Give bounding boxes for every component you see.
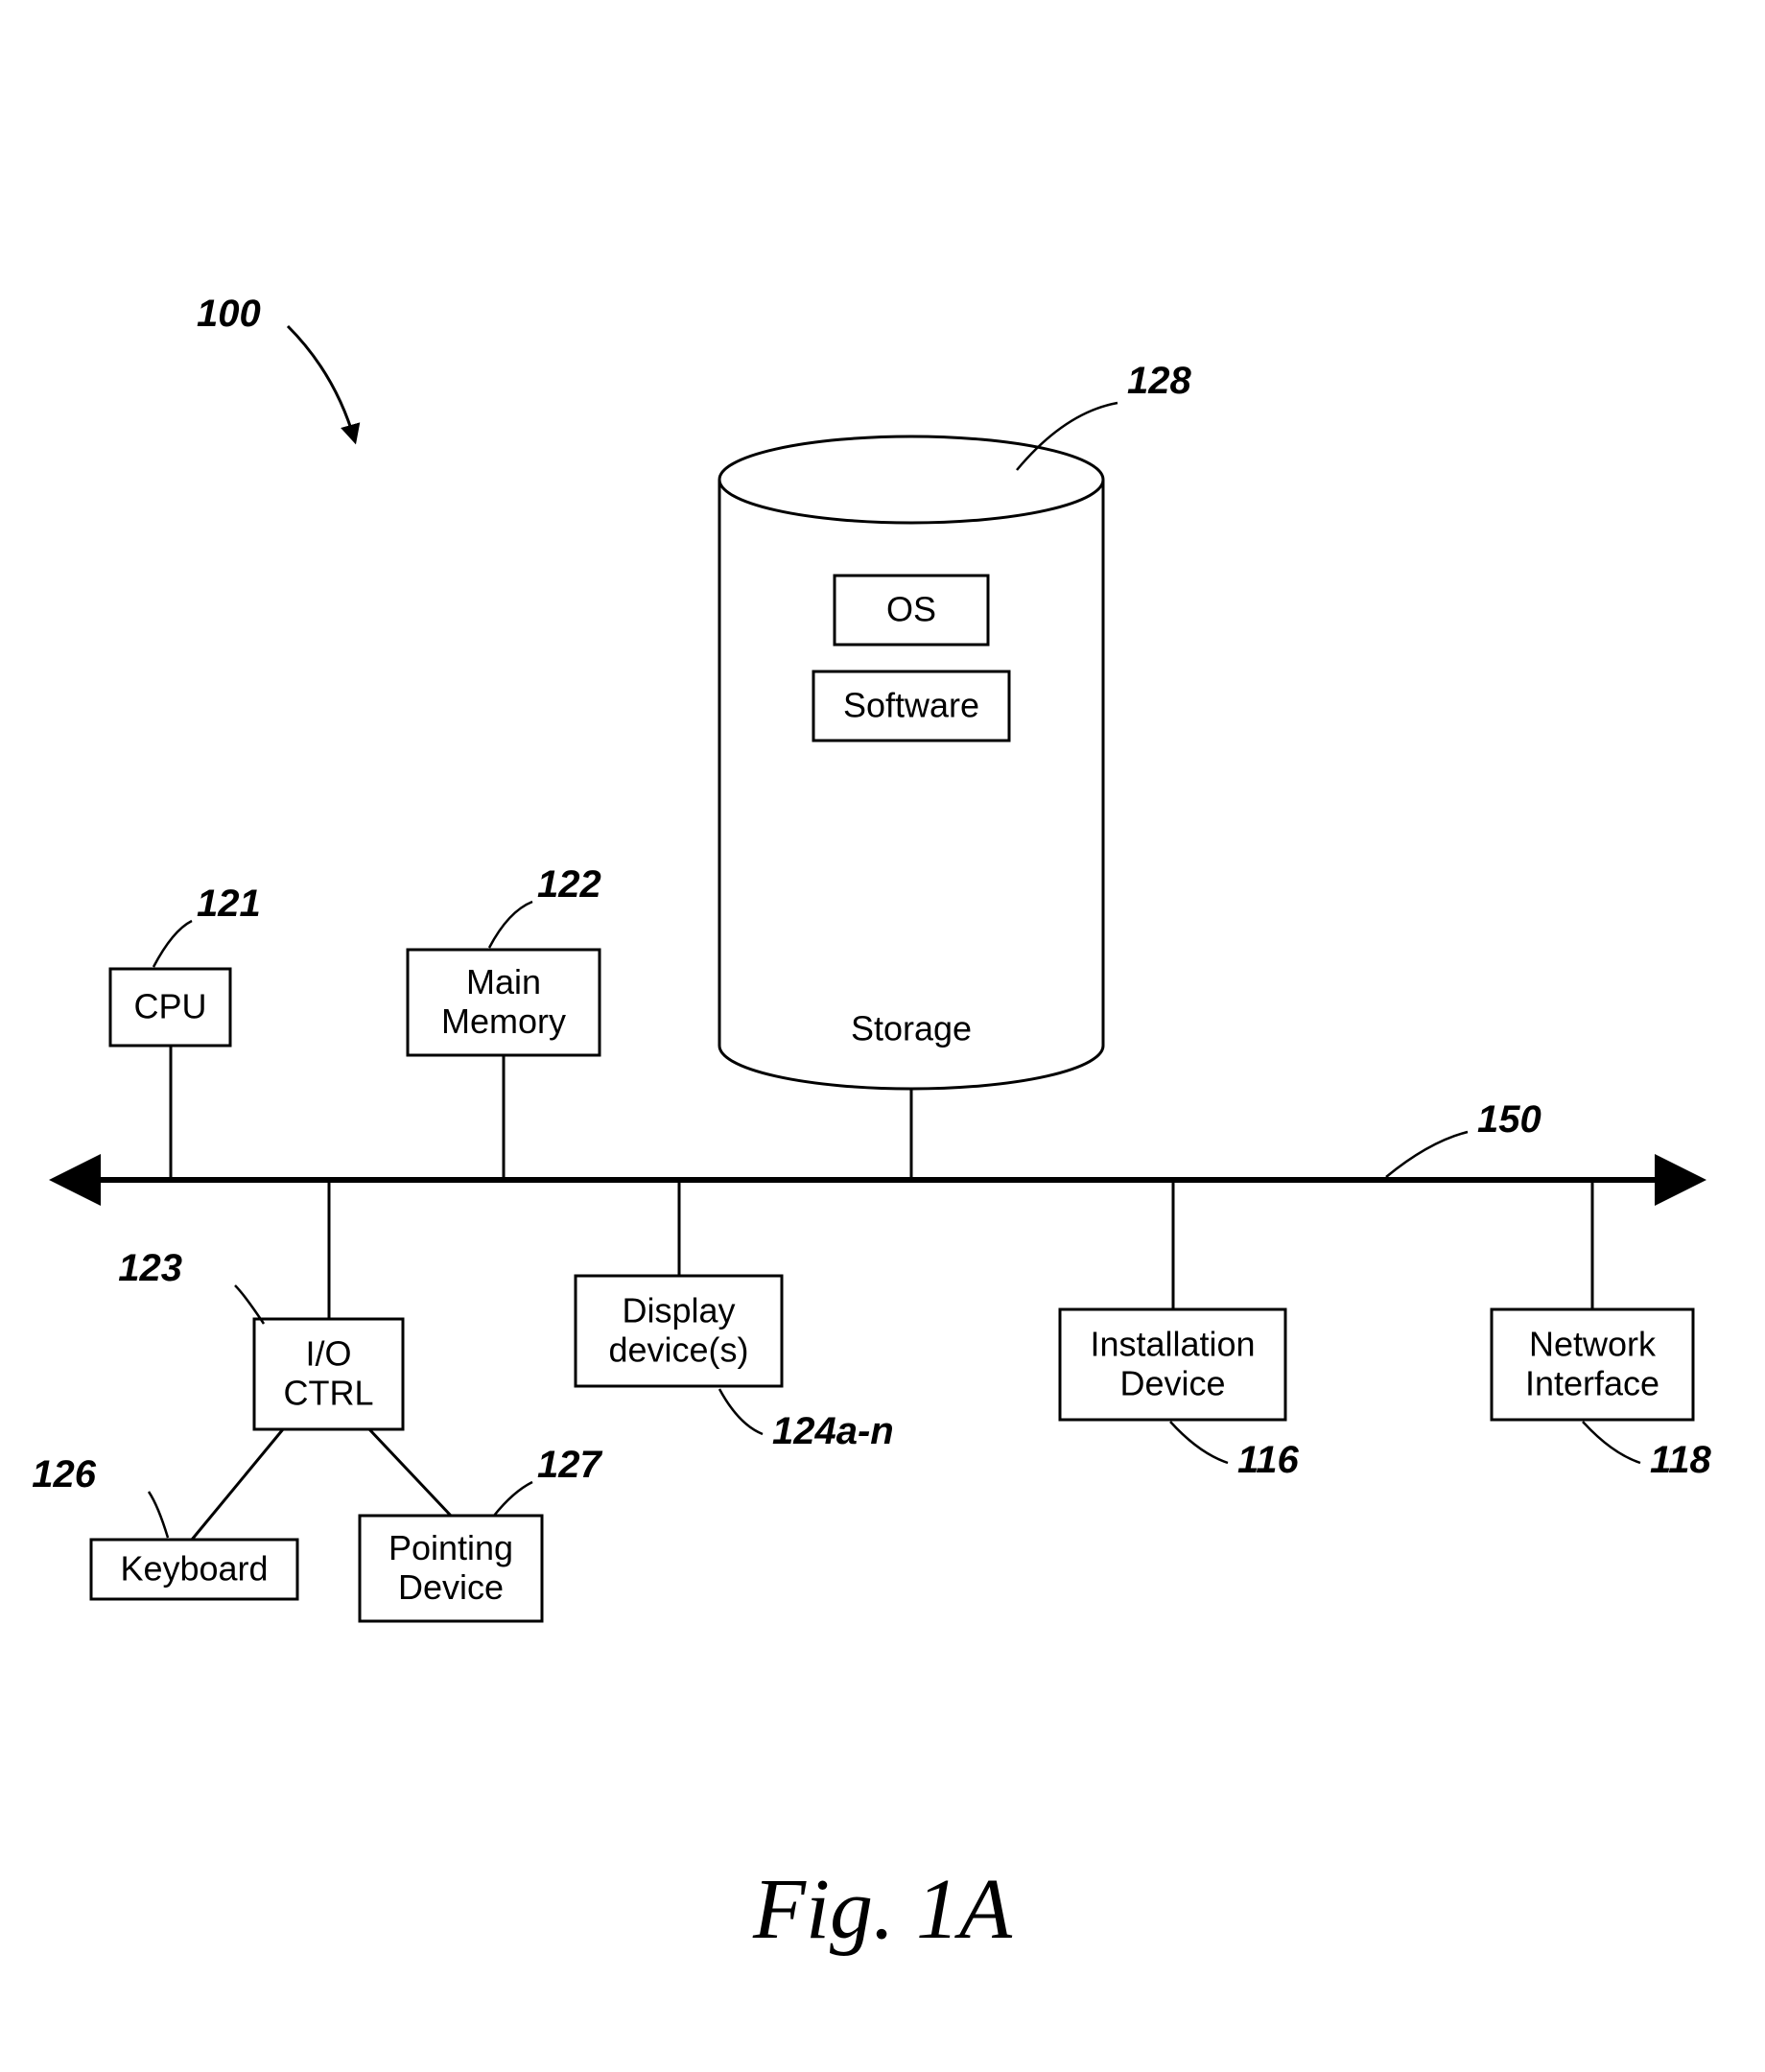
ioctrl: I/OCTRL 123 xyxy=(118,1180,403,1429)
svg-text:OS: OS xyxy=(886,590,936,629)
svg-text:150: 150 xyxy=(1477,1098,1541,1141)
svg-text:123: 123 xyxy=(118,1247,182,1289)
install: InstallationDevice 116 xyxy=(1060,1180,1300,1481)
svg-text:Keyboard: Keyboard xyxy=(120,1549,268,1589)
svg-text:128: 128 xyxy=(1127,360,1191,402)
svg-text:Device: Device xyxy=(398,1567,504,1607)
figure-1a: 100 OS Software Storage 128 150 CPU 121 MainMemo… xyxy=(0,0,1765,2072)
svg-text:118: 118 xyxy=(1650,1439,1712,1481)
svg-text:Software: Software xyxy=(843,686,979,725)
svg-text:I/O: I/O xyxy=(305,1333,351,1373)
svg-text:Display: Display xyxy=(622,1290,735,1330)
svg-text:121: 121 xyxy=(197,883,261,925)
svg-text:Network: Network xyxy=(1529,1324,1657,1363)
display: Displaydevice(s) 124a-n xyxy=(576,1180,894,1452)
svg-text:Main: Main xyxy=(466,962,541,1001)
svg-text:127: 127 xyxy=(537,1444,602,1486)
svg-text:Pointing: Pointing xyxy=(388,1528,513,1567)
svg-text:Memory: Memory xyxy=(441,1001,566,1041)
keyboard: Keyboard 126 xyxy=(32,1429,297,1599)
mainmem: MainMemory 122 xyxy=(408,863,601,1180)
svg-text:CPU: CPU xyxy=(133,987,206,1026)
netif: NetworkInterface 118 xyxy=(1492,1180,1712,1481)
svg-text:CTRL: CTRL xyxy=(283,1374,373,1413)
svg-text:124a-n: 124a-n xyxy=(772,1410,894,1452)
svg-text:Device: Device xyxy=(1119,1364,1225,1403)
svg-text:Installation: Installation xyxy=(1090,1324,1255,1363)
svg-text:Storage: Storage xyxy=(851,1009,972,1048)
figure-caption: Fig. 1A xyxy=(752,1862,1013,1957)
svg-text:116: 116 xyxy=(1237,1439,1300,1481)
pointing: PointingDevice 127 xyxy=(360,1429,602,1621)
svg-text:device(s): device(s) xyxy=(608,1330,748,1370)
svg-text:Interface: Interface xyxy=(1525,1364,1659,1403)
svg-text:126: 126 xyxy=(32,1453,96,1495)
svg-text:100: 100 xyxy=(197,293,261,335)
cpu: CPU 121 xyxy=(110,883,261,1180)
svg-text:122: 122 xyxy=(537,863,601,906)
